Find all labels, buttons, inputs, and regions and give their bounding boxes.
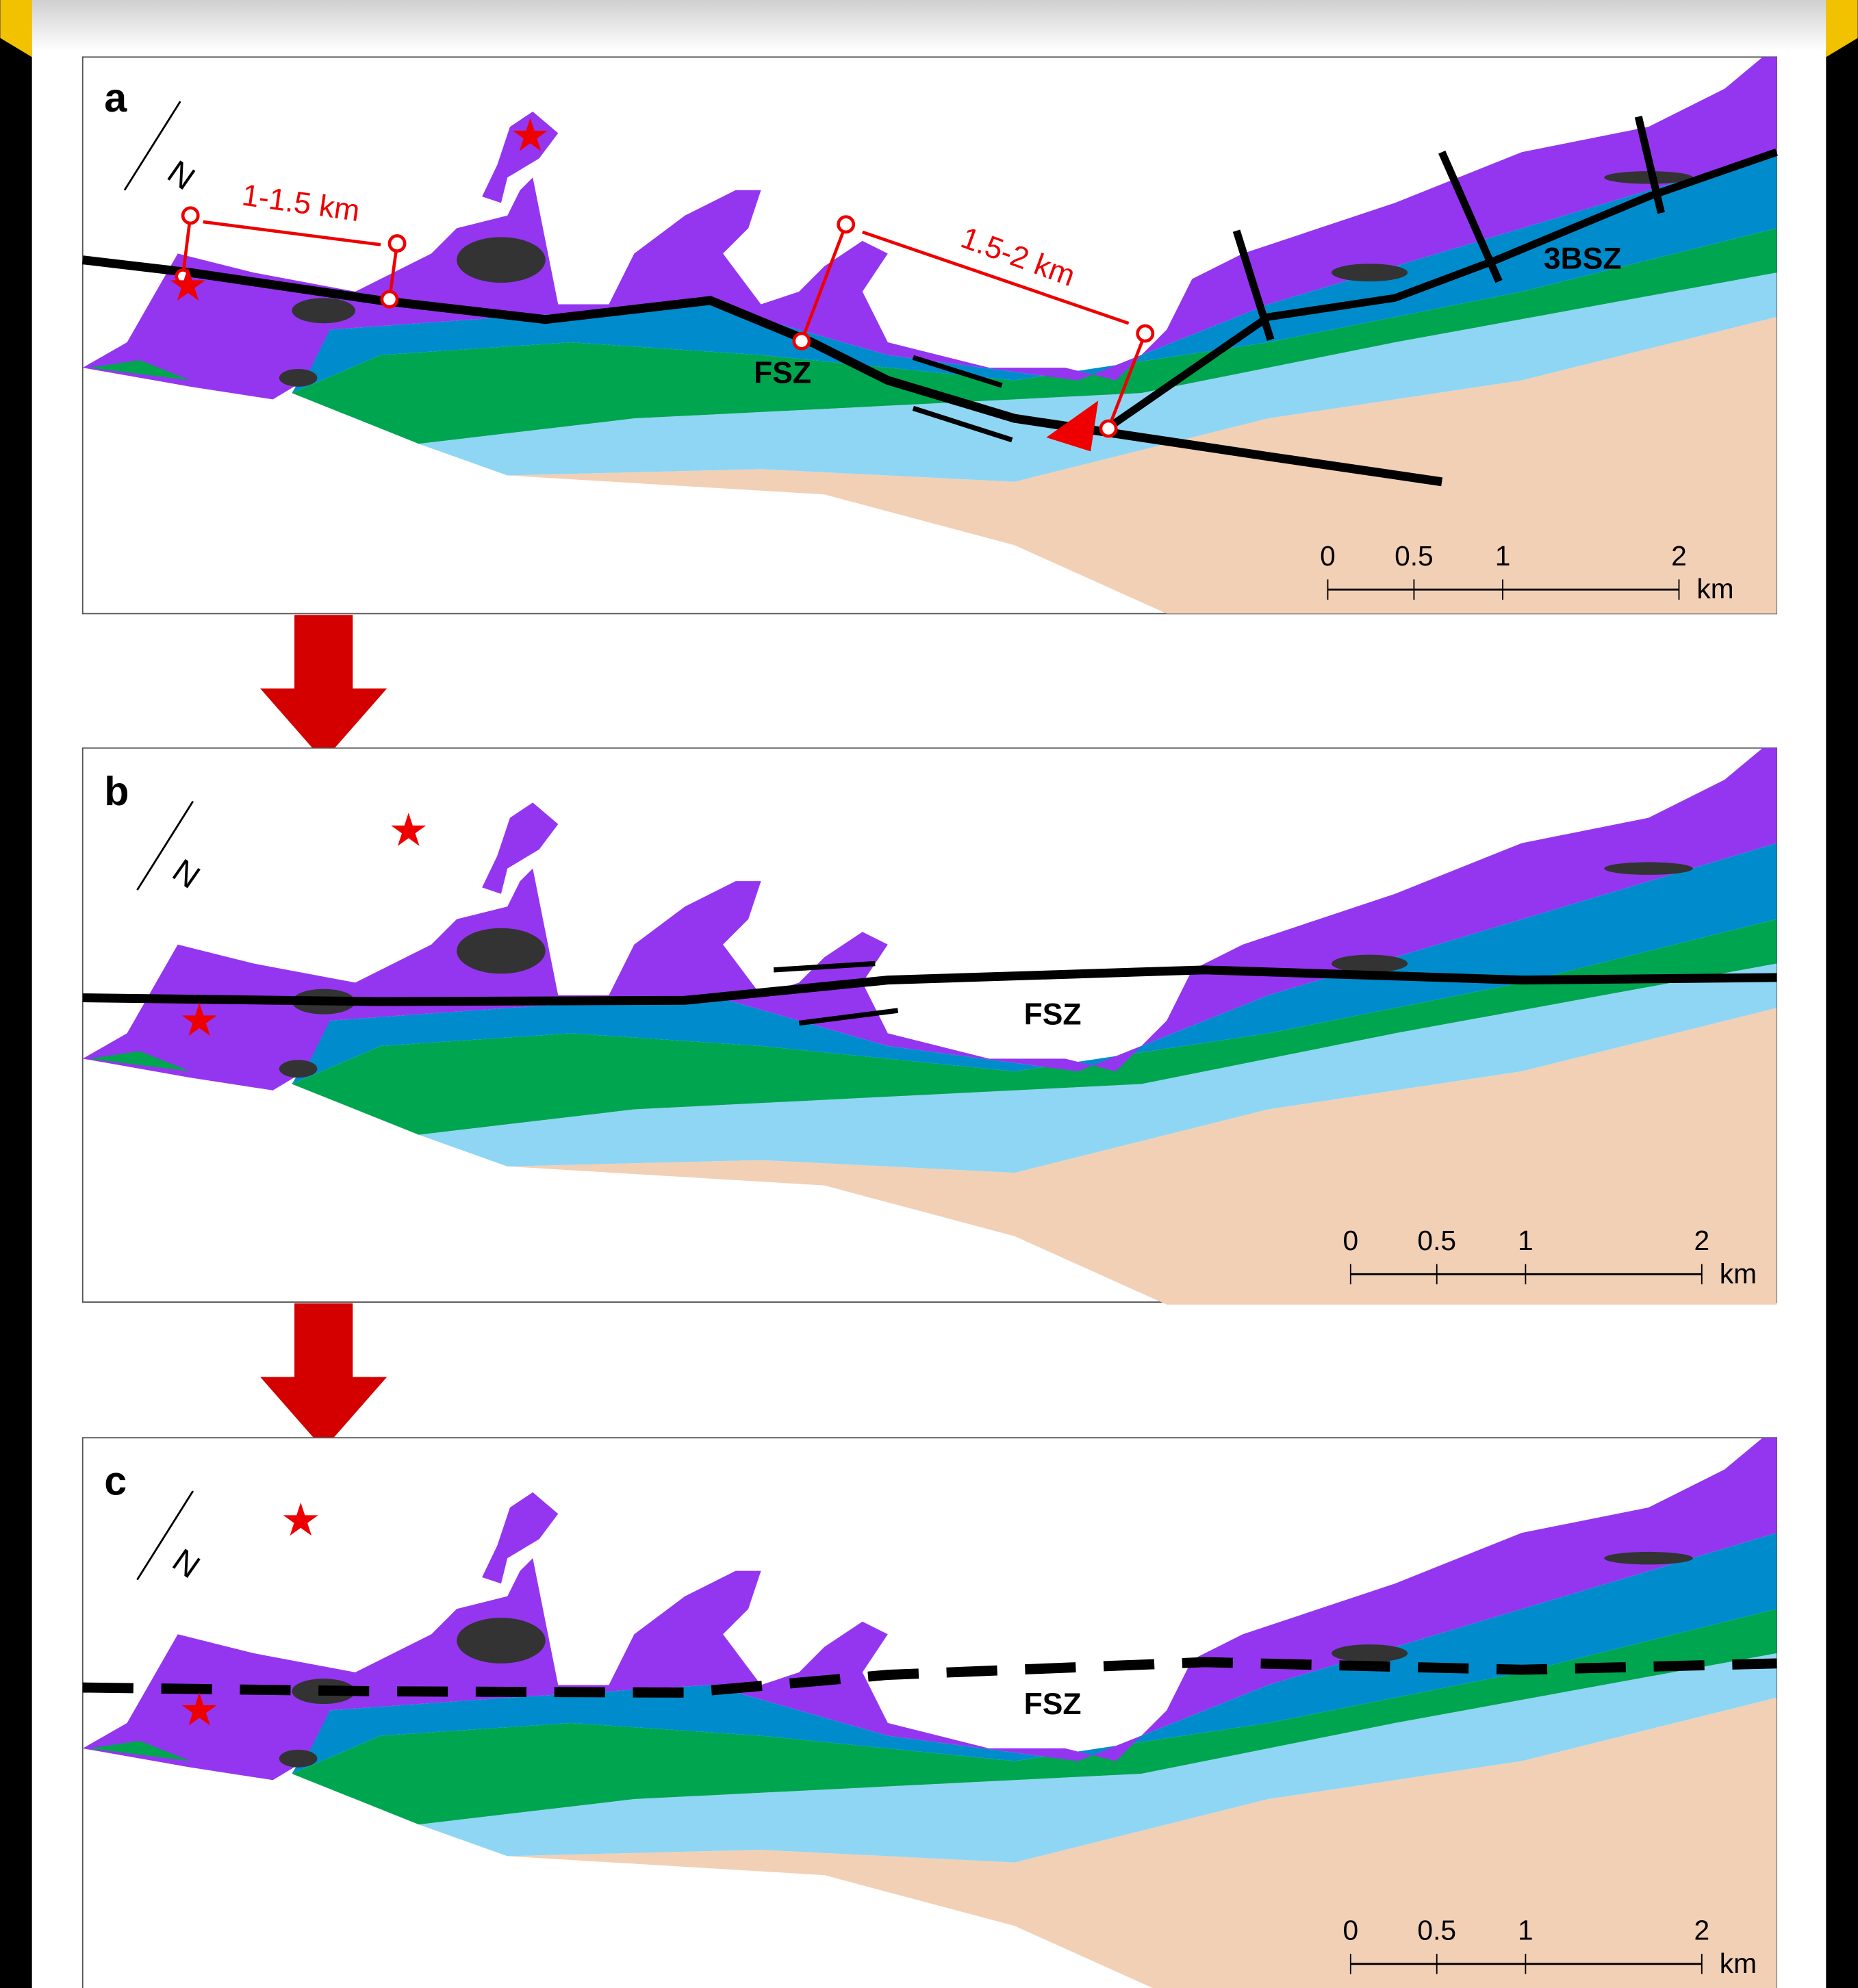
panel: ★ ★ b N FSZ 0 0.5 1 2 km: [83, 748, 1777, 1305]
scale-tick: 2: [1694, 1225, 1709, 1256]
scale-tick: 0.5: [1417, 1225, 1456, 1256]
panel-label: c: [104, 1458, 127, 1504]
scale-unit: km: [1720, 1948, 1757, 1979]
star: ★: [388, 805, 429, 856]
scale-tick: 0.5: [1395, 540, 1434, 572]
figure: ★ ★ a N 1-1.5 km 1.5-2 km FSZ 3BSZ 0 0.5…: [0, 0, 1858, 1988]
scale-tick: 2: [1671, 540, 1687, 572]
scale-tick: 1: [1518, 1225, 1534, 1256]
scale-tick: 2: [1694, 1915, 1709, 1946]
fault-label: FSZ: [1024, 997, 1082, 1031]
panel-label: a: [104, 75, 127, 120]
star: ★: [179, 995, 220, 1046]
top-bar: [32, 0, 1827, 51]
panel-label: b: [104, 768, 129, 814]
scale-tick: 0: [1342, 1225, 1358, 1256]
star: ★: [510, 110, 551, 161]
star: ★: [179, 1685, 220, 1736]
star: ★: [168, 260, 209, 311]
scale-unit: km: [1696, 573, 1733, 604]
fault-label: FSZ: [754, 356, 811, 390]
scale-tick: 0: [1320, 540, 1336, 572]
fault-label: 3BSZ: [1544, 242, 1622, 276]
scale-tick: 0.5: [1417, 1915, 1456, 1946]
scale-unit: km: [1720, 1258, 1757, 1289]
panel: ★ ★ a N 1-1.5 km 1.5-2 km FSZ 3BSZ 0 0.5…: [83, 57, 1777, 613]
panel: ★ ★ c N FSZ 0 0.5 1 2 km: [83, 1438, 1777, 1988]
scale-tick: 1: [1518, 1915, 1534, 1946]
scale-tick: 1: [1495, 540, 1511, 572]
fault-label: FSZ: [1024, 1687, 1082, 1721]
star: ★: [280, 1495, 321, 1546]
scale-tick: 0: [1342, 1915, 1358, 1946]
page: ★ ★ a N 1-1.5 km 1.5-2 km FSZ 3BSZ 0 0.5…: [0, 0, 1858, 1988]
